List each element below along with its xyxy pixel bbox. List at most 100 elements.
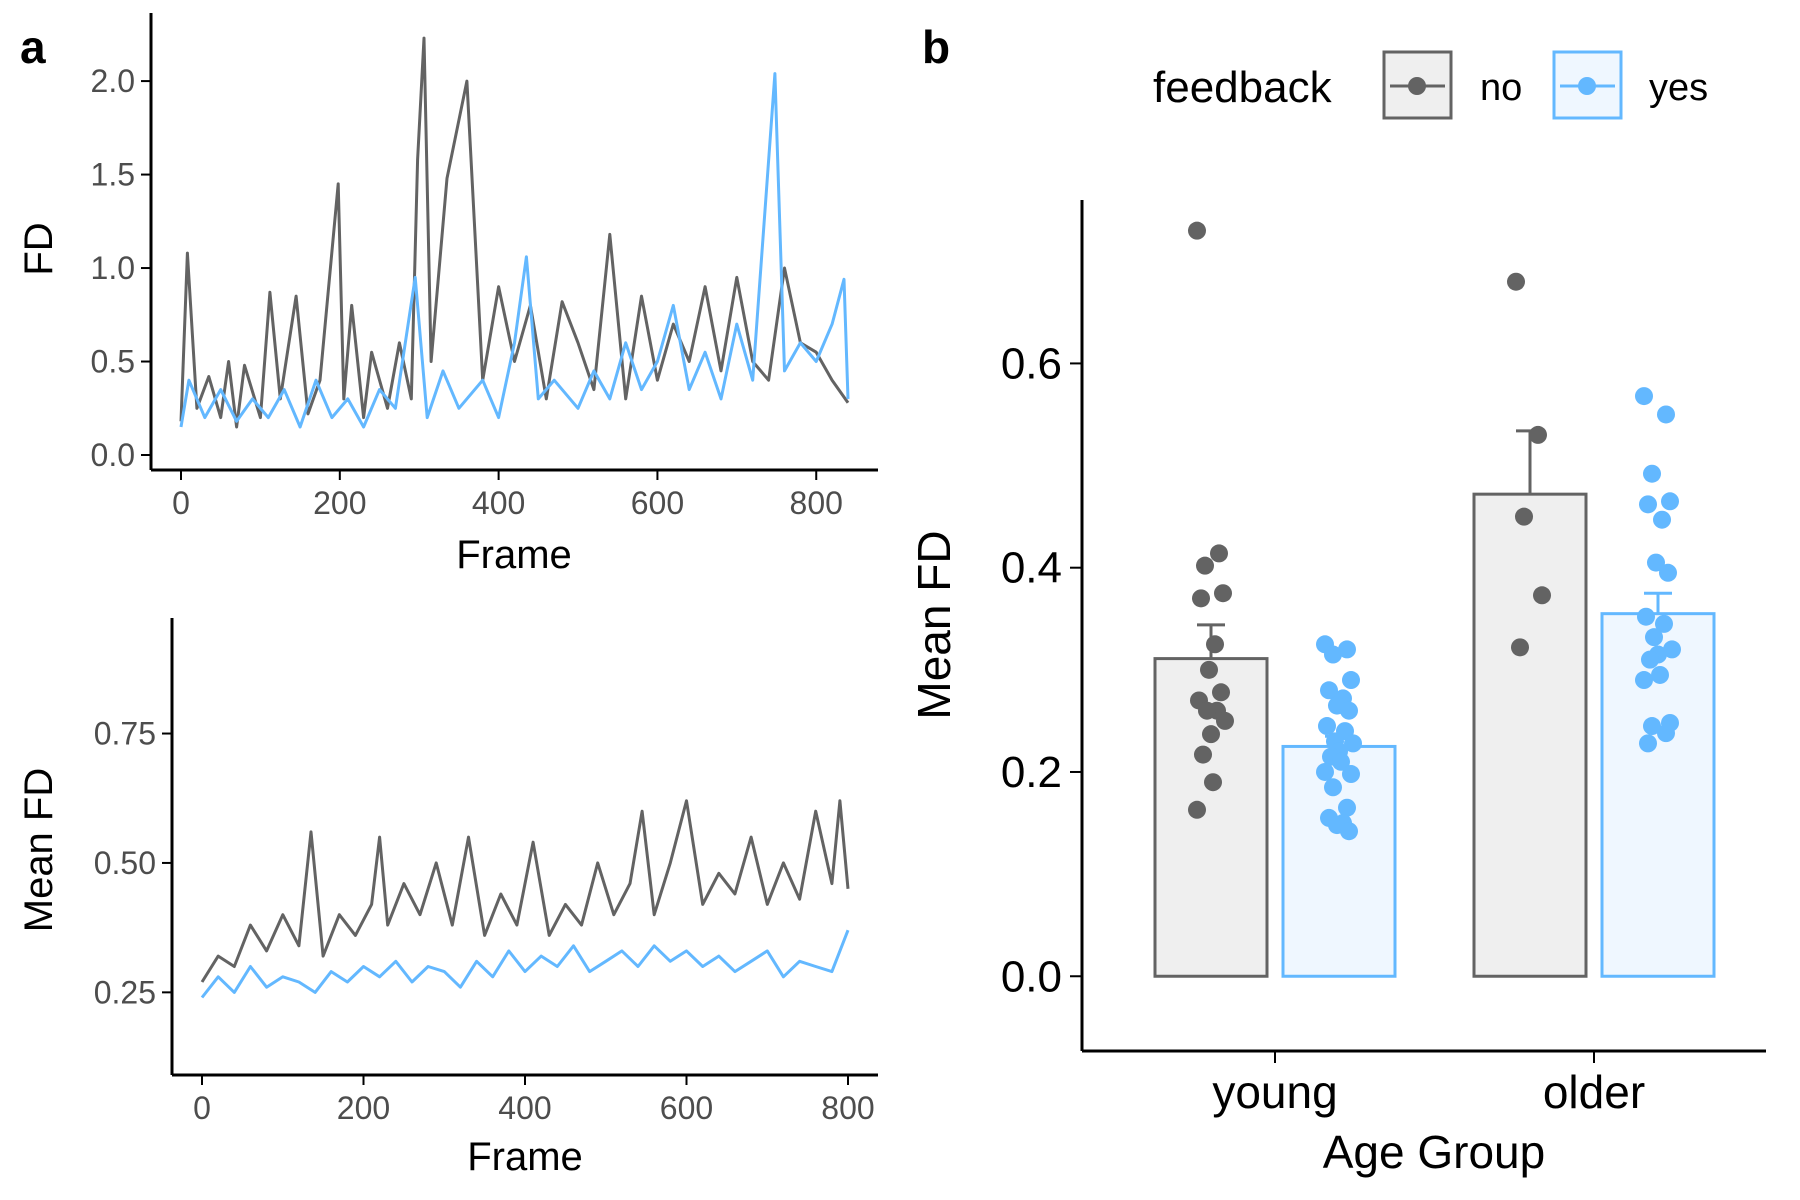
panel-b-y-tick-label: 0.6 (1001, 339, 1062, 388)
panel-a-bottom-x-tick-label: 800 (821, 1090, 874, 1126)
panel-b-y-tick-label: 0.2 (1001, 748, 1062, 797)
legend-label-no: no (1480, 67, 1522, 109)
panel-a-bottom-series-yes (200, 929, 850, 999)
panel-a-bottom-x-tick-label: 600 (660, 1090, 713, 1126)
panel-a-bottom-series-no (200, 799, 850, 983)
data-point-yes-older (1635, 671, 1653, 690)
panel-b-x-tick-label-older: older (1543, 1066, 1645, 1118)
panel-a-top-y-tick-label: 1.0 (91, 250, 135, 286)
data-point-no-young (1192, 589, 1210, 608)
panel-label-a: a (20, 21, 46, 73)
data-point-no-young (1198, 701, 1216, 720)
data-point-yes-older (1661, 492, 1679, 511)
data-point-no-young (1204, 773, 1222, 792)
panel-a-top-x-tick-label: 400 (472, 485, 525, 521)
panel-a-bottom-x-tick-label: 200 (337, 1090, 390, 1126)
data-point-yes-older (1647, 553, 1665, 572)
panel-a-bottom-y-tick-label: 0.25 (94, 974, 156, 1010)
panel-a-top-x-tick-label: 800 (790, 485, 843, 521)
panel-a-top-y-tick-label: 0.5 (91, 344, 135, 380)
data-point-yes-older (1635, 387, 1653, 406)
data-point-yes-older (1651, 665, 1669, 684)
data-point-no-young (1188, 221, 1206, 240)
data-point-yes-older (1643, 464, 1661, 483)
panel-b-x-axis-title: Age Group (1323, 1126, 1545, 1178)
data-point-yes-young (1318, 717, 1336, 736)
data-point-yes-older (1655, 614, 1673, 633)
panel-a-top-fd-line-chart: a 0 200 400 600 800 0.0 0.5 1.0 1.5 2.0 Frame FD (17, 13, 878, 577)
data-point-yes-young (1342, 765, 1360, 784)
data-point-yes-young (1316, 762, 1334, 781)
panel-a-top-marks: 0 200 400 600 800 0.0 0.5 1.0 1.5 2.0 (91, 13, 878, 521)
data-point-yes-older (1637, 607, 1655, 626)
panel-a-top-x-tick-label: 600 (631, 485, 684, 521)
panel-a-top-series-no (179, 36, 850, 429)
data-point-yes-young (1320, 681, 1338, 700)
data-point-yes-older (1659, 563, 1677, 582)
panel-a-bottom-x-tick-label: 0 (193, 1090, 211, 1126)
panel-a-bottom-x-tick-label: 400 (498, 1090, 551, 1126)
bar-no-older (1472, 492, 1588, 978)
data-point-yes-young (1344, 734, 1362, 753)
legend-key-no-dot (1408, 77, 1426, 95)
data-point-no-young (1210, 544, 1228, 563)
data-point-yes-older (1639, 734, 1657, 753)
panel-a-top-y-tick-label: 2.0 (91, 63, 135, 99)
data-point-no-young (1216, 711, 1234, 730)
panel-a-top-x-tick-label: 200 (313, 485, 366, 521)
data-point-yes-young (1324, 778, 1342, 797)
data-point-no-older (1507, 272, 1525, 291)
data-point-yes-young (1342, 671, 1360, 690)
panel-a-top-x-axis-title: Frame (456, 533, 572, 577)
data-point-yes-older (1643, 717, 1661, 736)
data-point-yes-older (1645, 628, 1663, 647)
panel-b-y-tick-label: 0.4 (1001, 544, 1062, 593)
data-point-no-older (1533, 586, 1551, 605)
panel-a-bottom-x-axis-title: Frame (467, 1135, 583, 1179)
data-point-yes-older (1653, 510, 1671, 529)
panel-a-bottom-y-tick-label: 0.50 (94, 845, 156, 881)
legend: feedback no yes (1153, 50, 1708, 120)
panel-a-bottom-mean-fd-line-chart: 0 200 400 600 800 0.25 0.50 0.75 Frame Mean FD (17, 618, 878, 1179)
data-point-yes-young (1338, 798, 1356, 817)
data-point-no-young (1194, 745, 1212, 764)
data-point-yes-young (1340, 822, 1358, 841)
panel-a-bottom-y-axis-title: Mean FD (17, 768, 61, 933)
data-point-no-young (1212, 683, 1230, 702)
data-point-no-young (1188, 800, 1206, 819)
legend-title: feedback (1153, 63, 1333, 112)
panel-a-top-y-tick-label: 1.5 (91, 157, 135, 193)
data-point-no-young (1202, 725, 1220, 744)
legend-key-yes-dot (1578, 77, 1596, 95)
data-point-yes-older (1663, 640, 1681, 659)
data-point-no-young (1200, 660, 1218, 679)
data-point-yes-older (1639, 495, 1657, 514)
data-point-yes-older (1641, 650, 1659, 669)
data-point-yes-young (1332, 752, 1350, 771)
data-point-no-young (1206, 635, 1224, 654)
panel-a-bottom-y-tick-label: 0.75 (94, 716, 156, 752)
data-point-yes-young (1324, 645, 1342, 664)
panel-a-top-y-tick-label: 0.0 (91, 437, 135, 473)
panel-a-top-y-axis-title: FD (17, 222, 61, 275)
panel-a-top-x-tick-label: 0 (172, 485, 190, 521)
panel-b-y-tick-label: 0.0 (1001, 952, 1062, 1001)
legend-label-yes: yes (1649, 67, 1708, 109)
data-point-yes-older (1657, 405, 1675, 424)
data-point-no-older (1529, 425, 1547, 444)
data-point-yes-older (1657, 724, 1675, 743)
data-point-yes-young (1338, 640, 1356, 659)
panel-a-top-series-yes (179, 72, 850, 429)
panel-b-x-tick-label-young: young (1212, 1066, 1337, 1118)
panel-b-bar-chart: b feedback no yes 0.0 0.2 0.4 0.6 young older… (908, 21, 1766, 1178)
panel-label-b: b (922, 21, 950, 73)
data-point-no-older (1515, 507, 1533, 526)
data-point-yes-young (1340, 701, 1358, 720)
panel-a-bottom-marks: 0 200 400 600 800 0.25 0.50 0.75 (94, 618, 878, 1126)
data-point-no-young (1196, 556, 1214, 575)
panel-b-y-axis-title: Mean FD (908, 530, 960, 719)
data-point-no-older (1511, 638, 1529, 657)
panel-b-marks: 0.0 0.2 0.4 0.6 young older (1001, 200, 1766, 1118)
data-point-no-young (1214, 584, 1232, 603)
